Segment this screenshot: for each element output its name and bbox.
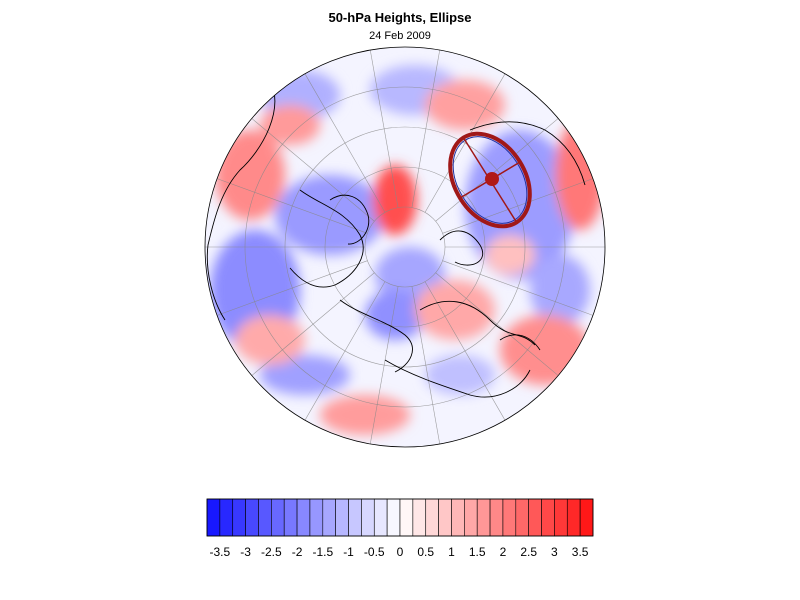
meridian-line xyxy=(424,73,506,213)
meridian-line xyxy=(251,272,375,376)
meridian-line xyxy=(442,178,594,234)
colorbar-box xyxy=(386,498,401,537)
meridian-line xyxy=(216,260,368,316)
colorbar-box xyxy=(502,498,517,537)
colorbar-box xyxy=(464,498,478,537)
colorbar-tick-label: 0.5 xyxy=(417,545,434,559)
meridian-line xyxy=(251,118,375,222)
meridian-line xyxy=(435,118,559,222)
vortex-ellipse xyxy=(448,131,532,229)
colorbar-tick-label: -3 xyxy=(240,545,251,559)
colorbar-tick-label: 2 xyxy=(500,545,507,559)
colorbar-box xyxy=(412,498,427,537)
anomaly-blob xyxy=(485,235,535,275)
colorbar-box xyxy=(425,498,439,537)
anomaly-blob xyxy=(373,165,417,235)
coastlines xyxy=(206,79,586,398)
meridian-line xyxy=(216,178,368,234)
meridian-line xyxy=(369,286,399,445)
anomaly-blob xyxy=(365,290,425,340)
colorbar-tick-label: -0.5 xyxy=(364,545,385,559)
polar-map xyxy=(204,46,606,448)
ellipse-center-marker xyxy=(485,172,499,186)
colorbar-labels: -3.5 -3 -2.5 -2 -1.5 -1 -0.5 0 0.5 1 1.5 2 2.5 3 3.5 xyxy=(210,545,589,559)
colorbar-box xyxy=(271,498,285,537)
colorbar-box xyxy=(528,498,542,537)
anomaly-blob xyxy=(235,315,305,365)
meridian-line xyxy=(369,49,399,208)
colorbar-tick-label: 1 xyxy=(448,545,455,559)
meridian-line xyxy=(442,260,594,316)
map-title: 50-hPa Heights, Ellipse xyxy=(328,10,472,25)
colorbar-tick-label: -3.5 xyxy=(210,545,231,559)
colorbar-tick-label: 3.5 xyxy=(572,545,589,559)
anomaly-field xyxy=(205,49,605,445)
anomaly-blob xyxy=(415,280,495,340)
globe-outline xyxy=(204,46,606,448)
anomaly-blob xyxy=(320,395,410,435)
anomaly-blob xyxy=(425,80,505,130)
anomaly-blob xyxy=(555,120,605,230)
colorbar-box xyxy=(373,498,388,537)
colorbar-box xyxy=(476,498,491,537)
colorbar-tick-label: 1.5 xyxy=(469,545,486,559)
anomaly-blob xyxy=(275,175,385,255)
meridian-line xyxy=(304,73,386,213)
colorbar-tick-label: 3 xyxy=(551,545,558,559)
colorbar-box xyxy=(554,498,568,537)
meridian-line xyxy=(411,49,441,208)
colorbar-box xyxy=(206,498,221,537)
map-date: 24 Feb 2009 xyxy=(369,30,431,42)
colorbar-box xyxy=(541,498,555,537)
colorbar: -3.5 -3 -2.5 -2 -1.5 -1 -0.5 0 0.5 1 1.5 2 2.5 3 3.5 xyxy=(206,498,594,559)
colorbar-tick-label: -2.5 xyxy=(261,545,282,559)
colorbar-box xyxy=(361,498,375,537)
colorbar-box xyxy=(515,498,529,537)
colorbar-box xyxy=(579,498,594,537)
meridian-line xyxy=(435,272,559,376)
colorbar-tick-label: 2.5 xyxy=(520,545,537,559)
colorbar-box xyxy=(566,498,581,537)
meridian-line xyxy=(424,281,506,421)
colorbar-tick-label: 0 xyxy=(397,545,404,559)
colorbar-box xyxy=(399,498,414,537)
meridian-line xyxy=(304,281,386,421)
anomaly-blob xyxy=(260,105,320,145)
colorbar-box xyxy=(309,498,324,537)
colorbar-frame xyxy=(206,498,594,537)
meridian-line xyxy=(411,286,441,445)
colorbar-box xyxy=(219,498,234,537)
colorbar-box xyxy=(322,498,336,537)
anomaly-blob xyxy=(425,355,495,395)
colorbar-tick-label: -2 xyxy=(292,545,303,559)
colorbar-tick-label: -1.5 xyxy=(312,545,333,559)
longitude-lines xyxy=(205,49,605,445)
colorbar-box xyxy=(489,498,504,537)
colorbar-boxes xyxy=(206,498,594,537)
colorbar-box xyxy=(283,498,298,537)
colorbar-box xyxy=(245,498,259,537)
anomaly-blob xyxy=(215,130,285,220)
colorbar-box xyxy=(348,498,362,537)
colorbar-box xyxy=(438,498,452,537)
colorbar-tick-label: -1 xyxy=(343,545,354,559)
anomaly-blob xyxy=(530,255,590,325)
colorbar-box xyxy=(258,498,272,537)
anomaly-blob xyxy=(260,355,350,395)
colorbar-box xyxy=(335,498,349,537)
colorbar-box xyxy=(232,498,246,537)
colorbar-box xyxy=(451,498,465,537)
colorbar-box xyxy=(296,498,311,537)
